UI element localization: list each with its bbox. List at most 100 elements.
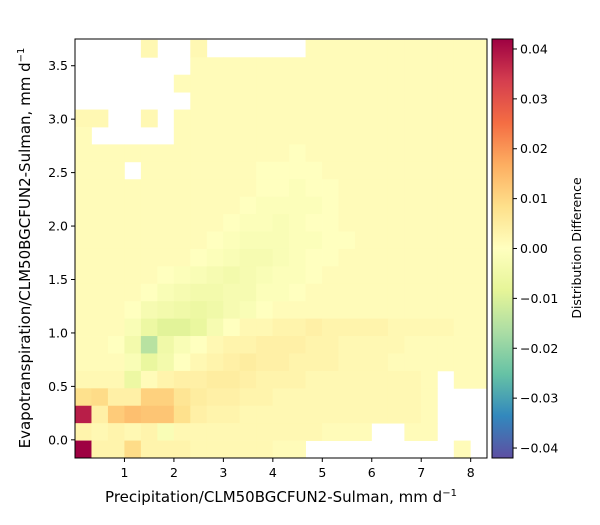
heatmap-cell (206, 231, 224, 250)
heatmap-cell (404, 74, 422, 93)
heatmap-cell (387, 266, 405, 285)
heatmap-cell (305, 144, 323, 163)
heatmap-cell (173, 126, 191, 145)
heatmap-cell (140, 179, 158, 198)
heatmap-cell (322, 214, 339, 232)
heatmap-cell (387, 179, 405, 198)
heatmap-cell (206, 301, 224, 320)
colorbar-tick-label: 0.01 (520, 191, 548, 206)
heatmap-cell (256, 109, 274, 128)
heatmap-cell (437, 231, 455, 250)
heatmap-cell (322, 283, 339, 302)
heatmap-cell (305, 388, 323, 407)
heatmap-cell (322, 336, 339, 354)
heatmap-cell (272, 74, 290, 93)
heatmap-cell (404, 39, 422, 58)
heatmap-cell (239, 126, 257, 145)
heatmap-cell (305, 248, 323, 267)
heatmap-cell (420, 318, 438, 337)
heatmap-cell (107, 196, 125, 215)
heatmap-cell (239, 57, 257, 76)
heatmap-cell (173, 388, 191, 407)
heatmap-cell (387, 405, 405, 424)
heatmap-cell (206, 353, 224, 372)
heatmap-cell (91, 318, 109, 337)
heatmap-cell (354, 405, 372, 424)
heatmap-cell (420, 126, 438, 145)
heatmap-cell (91, 353, 109, 372)
heatmap-cell (420, 57, 438, 76)
heatmap-cell (371, 57, 389, 76)
heatmap-cell (387, 248, 405, 267)
heatmap-cell (190, 423, 208, 441)
heatmap-cell (140, 214, 158, 232)
heatmap-cell (470, 144, 488, 163)
heatmap-cell (157, 440, 175, 459)
heatmap-cell (470, 39, 488, 58)
heatmap-cell (470, 353, 488, 372)
heatmap-cell (223, 214, 241, 232)
heatmap-cell (338, 196, 356, 215)
colorbar-tick-label: 0.02 (520, 141, 548, 156)
heatmap-cell (107, 266, 125, 285)
heatmap-cell (354, 318, 372, 337)
heatmap-cell (387, 301, 405, 320)
heatmap-cell (272, 353, 290, 372)
heatmap-cell (140, 388, 158, 407)
heatmap-cell (453, 126, 471, 145)
heatmap-cell (371, 179, 389, 198)
heatmap-cell (256, 266, 274, 285)
x-tick-label: 8 (467, 465, 475, 480)
heatmap-cell (354, 388, 372, 407)
x-tick-label: 7 (417, 465, 425, 480)
heatmap-cell (206, 92, 224, 110)
heatmap-cell (256, 179, 274, 198)
heatmap-cell (107, 283, 125, 302)
heatmap-cell (338, 179, 356, 198)
heatmap-cell (239, 423, 257, 441)
heatmap-cell (420, 388, 438, 407)
heatmap-cell (91, 266, 109, 285)
heatmap-cell (354, 248, 372, 267)
heatmap-cell (190, 388, 208, 407)
heatmap-cell (223, 405, 241, 424)
heatmap-cell (256, 231, 274, 250)
x-axis-label-exponent: −1 (442, 488, 457, 499)
heatmap-cell (190, 126, 208, 145)
heatmap-cell (256, 370, 274, 389)
heatmap-cell (256, 301, 274, 320)
heatmap-cell (322, 405, 339, 424)
heatmap-cell (354, 370, 372, 389)
heatmap-cell (371, 126, 389, 145)
heatmap-cell (404, 370, 422, 389)
y-axis-label-exponent: −1 (16, 48, 27, 63)
heatmap-cell (437, 109, 455, 128)
heatmap-cell (239, 144, 257, 163)
heatmap-cell (322, 196, 339, 215)
heatmap-cell (305, 74, 323, 93)
heatmap-cell (140, 109, 158, 128)
heatmap-cell (322, 74, 339, 93)
heatmap-cell (206, 161, 224, 180)
heatmap-cell (404, 301, 422, 320)
heatmap-cell (107, 423, 125, 441)
heatmap-cell (173, 196, 191, 215)
heatmap-cell (404, 231, 422, 250)
heatmap-cell (420, 196, 438, 215)
heatmap-cell (124, 388, 142, 407)
heatmap-cell (322, 57, 339, 76)
heatmap-cell (387, 283, 405, 302)
heatmap-cell (420, 405, 438, 424)
heatmap-cell (190, 161, 208, 180)
heatmap-cell (272, 144, 290, 163)
heatmap-cell (124, 318, 142, 337)
heatmap-cell (140, 353, 158, 372)
heatmap-cell (190, 283, 208, 302)
heatmap-cell (107, 388, 125, 407)
x-axis-label-text: Precipitation/CLM50BGCFUN2-Sulman, mm d (105, 488, 442, 506)
heatmap-cell (354, 353, 372, 372)
heatmap-cell (387, 109, 405, 128)
heatmap-cell (289, 161, 306, 180)
heatmap-cell (124, 179, 142, 198)
heatmap-cell (354, 283, 372, 302)
